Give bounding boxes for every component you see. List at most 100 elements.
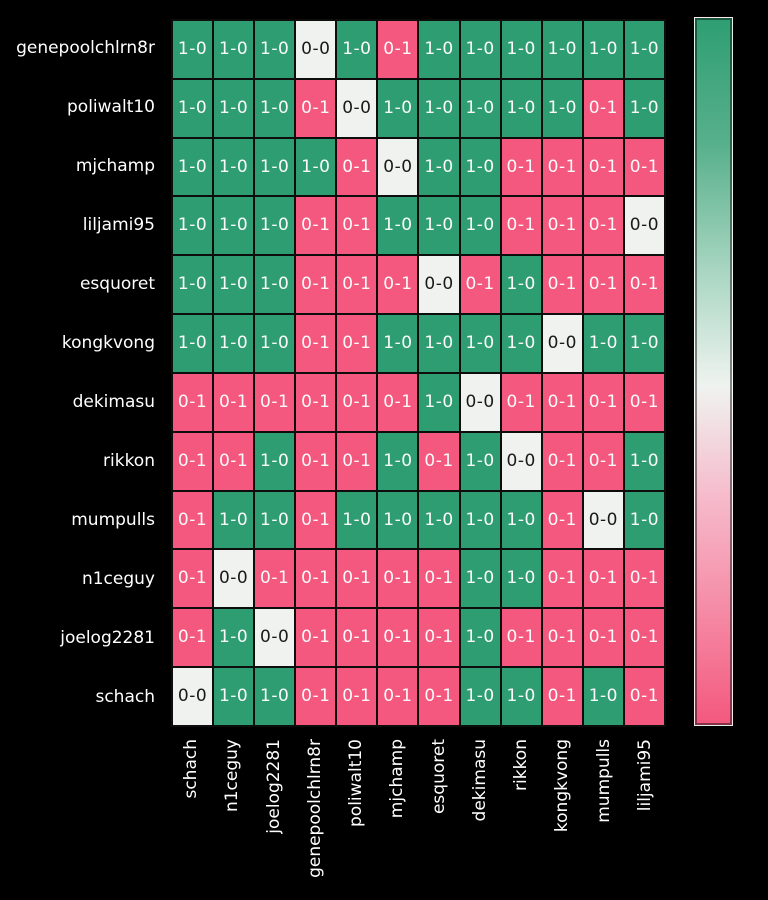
heatmap-cell: 1-0 [214, 197, 254, 255]
heatmap-cell: 1-0 [255, 315, 295, 372]
column-label-text: genepoolchlrn8r [304, 739, 325, 878]
heatmap-cell: 1-0 [255, 138, 295, 196]
heatmap-cell: 1-0 [624, 21, 664, 78]
column-label: liljami95 [625, 739, 666, 900]
heatmap-cell: 0-1 [337, 138, 377, 196]
heatmap-cell: 0-1 [296, 609, 336, 667]
heatmap-cell: 0-1 [501, 197, 541, 255]
heatmap-cell: 0-1 [255, 373, 295, 431]
heatmap-cell: 1-0 [214, 79, 254, 137]
heatmap-cell: 0-1 [583, 197, 623, 255]
heatmap-cell: 1-0 [378, 79, 418, 137]
heatmap-cell: 1-0 [460, 79, 500, 137]
heatmap-cell: 0-1 [542, 491, 582, 549]
heatmap-cell: 1-0 [460, 432, 500, 490]
heatmap-cell: 0-1 [296, 197, 336, 255]
heatmap-cell: 1-0 [583, 21, 623, 78]
row-label: n1ceguy [81, 569, 155, 589]
heatmap-cell: 0-1 [337, 315, 377, 372]
heatmap-cell: 0-1 [337, 668, 377, 725]
heatmap-cell: 1-0 [173, 256, 213, 314]
heatmap-cell: 0-1 [501, 138, 541, 196]
heatmap-cell: 1-0 [214, 256, 254, 314]
column-label: poliwalt10 [336, 739, 377, 900]
heatmap-cell: 1-0 [255, 491, 295, 549]
column-label-text: rikkon [511, 739, 532, 791]
heatmap-cell: 1-0 [419, 491, 459, 549]
heatmap-cell: 1-0 [501, 315, 541, 372]
row-label: genepoolchlrn8r [16, 38, 155, 58]
heatmap-cell: 0-1 [296, 550, 336, 608]
row-label: mumpulls [71, 510, 155, 530]
column-label: n1ceguy [212, 739, 253, 900]
heatmap-cell: 0-1 [583, 256, 623, 314]
x-axis-labels: schach n1ceguy joelog2281 genepoolchlrn8r po… [171, 739, 666, 900]
heatmap-cell: 1-0 [501, 668, 541, 725]
heatmap-cell: 0-1 [542, 197, 582, 255]
heatmap-cell: 0-1 [542, 373, 582, 431]
heatmap-cell: 1-0 [460, 138, 500, 196]
column-label-text: liljami95 [634, 739, 655, 812]
heatmap-cell: 1-0 [419, 373, 459, 431]
heatmap-cell: 1-0 [419, 138, 459, 196]
heatmap-cell: 1-0 [624, 432, 664, 490]
column-label: mjchamp [377, 739, 418, 900]
heatmap-cell: 0-1 [296, 79, 336, 137]
heatmap-cell: 1-0 [255, 79, 295, 137]
heatmap-cell: 0-1 [419, 668, 459, 725]
column-label-text: n1ceguy [222, 739, 243, 813]
heatmap-cell: 0-1 [337, 609, 377, 667]
heatmap-cell: 1-0 [255, 197, 295, 255]
heatmap-cell: 0-1 [583, 609, 623, 667]
colorbar [694, 17, 733, 726]
heatmap-cell: 1-0 [337, 491, 377, 549]
heatmap-cell: 1-0 [214, 491, 254, 549]
heatmap-cell: 0-1 [378, 21, 418, 78]
heatmap-cell: 1-0 [542, 21, 582, 78]
heatmap-cell: 1-0 [214, 609, 254, 667]
heatmap-cell: 1-0 [255, 256, 295, 314]
row-label: rikkon [103, 451, 155, 471]
heatmap-cell: 0-1 [296, 491, 336, 549]
heatmap-cell: 0-1 [583, 79, 623, 137]
heatmap-cell: 1-0 [542, 79, 582, 137]
heatmap-cell: 0-1 [460, 256, 500, 314]
column-label-text: mumpulls [593, 739, 614, 823]
heatmap-cell: 0-1 [583, 550, 623, 608]
column-label-text: poliwalt10 [346, 739, 367, 827]
heatmap-cell: 0-1 [296, 432, 336, 490]
column-label-text: schach [181, 739, 202, 799]
row-label: poliwalt10 [67, 97, 155, 117]
heatmap-cell: 0-0 [419, 256, 459, 314]
heatmap-cell: 0-0 [173, 668, 213, 725]
heatmap-cell: 1-0 [460, 197, 500, 255]
heatmap-cell: 0-1 [501, 609, 541, 667]
heatmap-cell: 1-0 [583, 315, 623, 372]
heatmap-cell: 1-0 [419, 197, 459, 255]
heatmap-cell: 1-0 [214, 315, 254, 372]
heatmap-cell: 1-0 [501, 550, 541, 608]
heatmap-cell: 0-1 [419, 550, 459, 608]
heatmap-cell: 0-1 [378, 609, 418, 667]
heatmap-cell: 0-1 [214, 373, 254, 431]
heatmap-cell: 1-0 [460, 550, 500, 608]
column-label: rikkon [501, 739, 542, 900]
row-label: esquoret [79, 274, 155, 294]
row-label: dekimasu [72, 392, 155, 412]
heatmap-cell: 1-0 [501, 79, 541, 137]
heatmap-cell: 0-1 [542, 138, 582, 196]
heatmap-cell: 0-1 [337, 373, 377, 431]
heatmap-cell: 0-1 [583, 432, 623, 490]
heatmap-cell: 1-0 [419, 79, 459, 137]
heatmap-cell: 0-1 [542, 609, 582, 667]
heatmap-cell: 1-0 [255, 21, 295, 78]
heatmap-cell: 1-0 [214, 21, 254, 78]
column-label-text: mjchamp [387, 739, 408, 819]
heatmap-cell: 0-0 [378, 138, 418, 196]
heatmap-cell: 0-1 [173, 550, 213, 608]
heatmap-cell: 0-0 [542, 315, 582, 372]
heatmap-cell: 0-0 [583, 491, 623, 549]
column-label: genepoolchlrn8r [295, 739, 336, 900]
heatmap-cell: 1-0 [501, 21, 541, 78]
